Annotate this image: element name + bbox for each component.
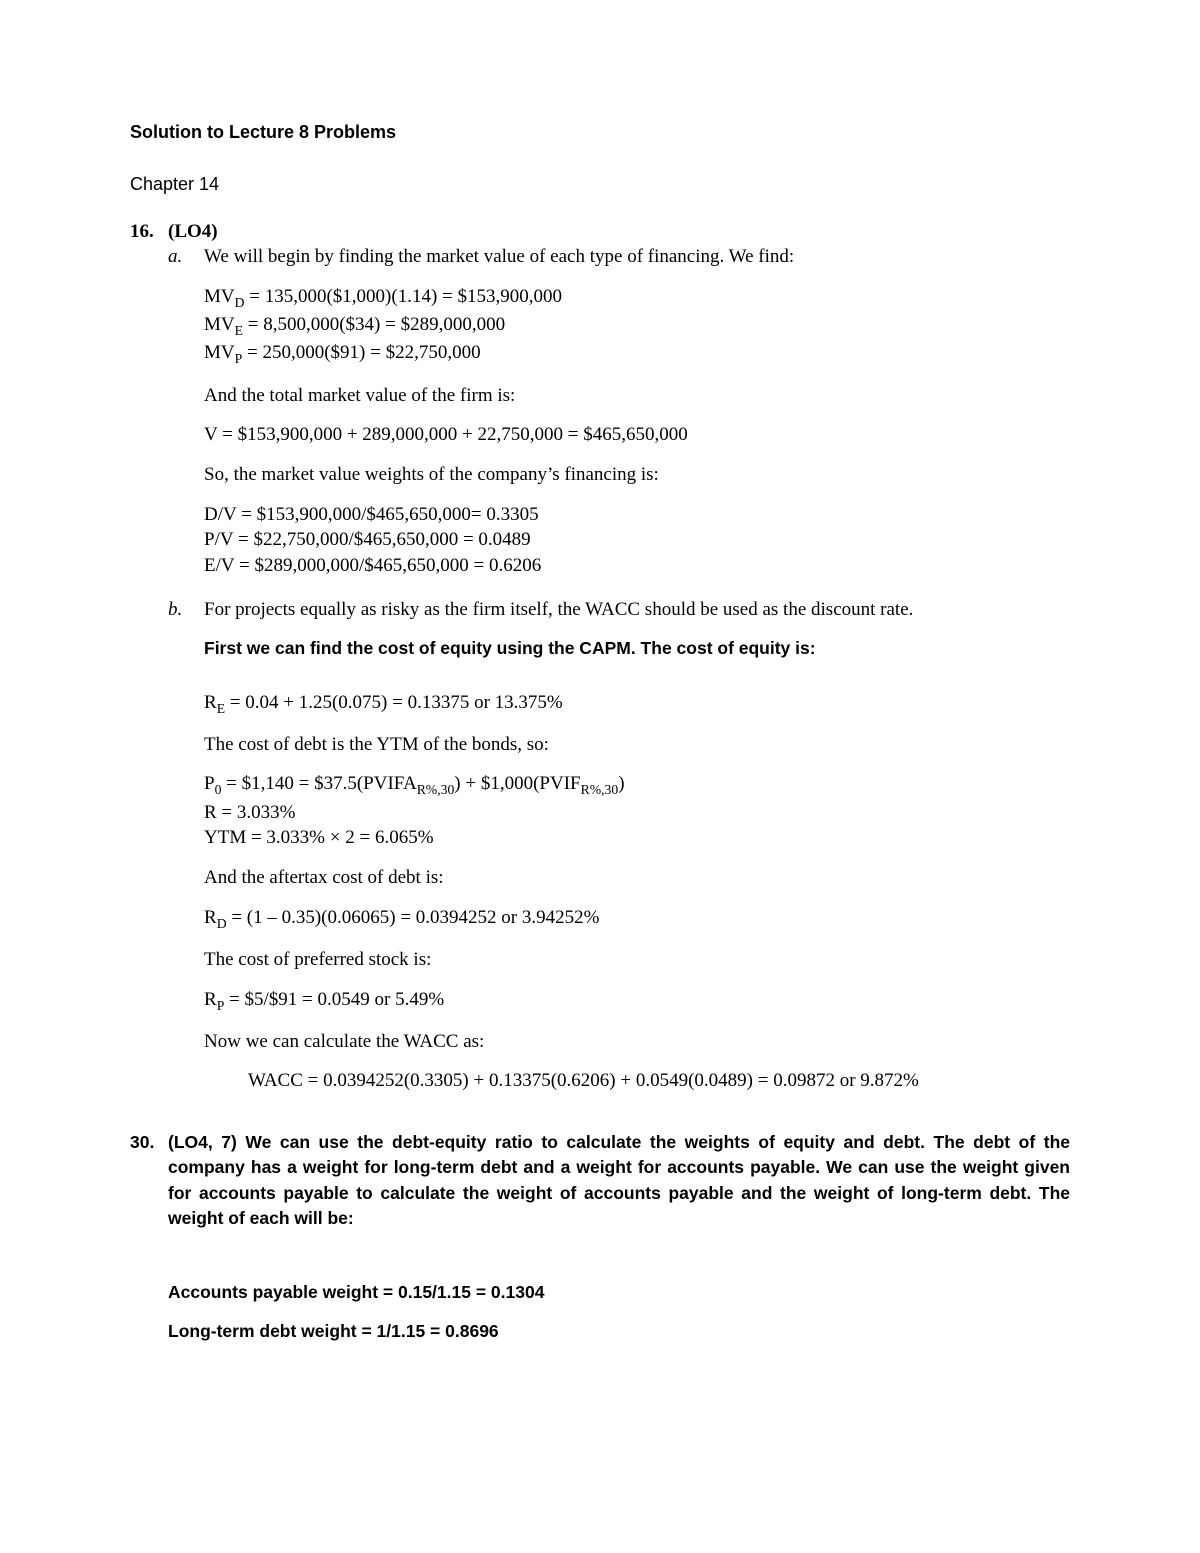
p30-body: (LO4, 7) We can use the debt-equity rati… bbox=[168, 1130, 1070, 1232]
problem-16: 16. (LO4) a. We will begin by finding th… bbox=[130, 219, 1070, 1108]
part-b-intro: For projects equally as risky as the fir… bbox=[204, 597, 1070, 623]
rp-line: RP = $5/$91 = 0.0549 or 5.49% bbox=[204, 987, 1070, 1015]
part-label: b. bbox=[168, 597, 204, 623]
weights-block: D/V = $153,900,000/$465,650,000= 0.3305 … bbox=[204, 502, 1070, 579]
weights-text: So, the market value weights of the comp… bbox=[204, 462, 1070, 488]
mv-block: MVD = 135,000($1,000)(1.14) = $153,900,0… bbox=[204, 284, 1070, 369]
ap-weight: Accounts payable weight = 0.15/1.15 = 0.… bbox=[168, 1280, 1070, 1305]
ev-line: E/V = $289,000,000/$465,650,000 = 0.6206 bbox=[204, 553, 1070, 579]
cod-text: The cost of debt is the YTM of the bonds… bbox=[204, 732, 1070, 758]
part-label: a. bbox=[168, 244, 204, 270]
problem-30: 30. (LO4, 7) We can use the debt-equity … bbox=[130, 1130, 1070, 1358]
v-line: V = $153,900,000 + 289,000,000 + 22,750,… bbox=[204, 422, 1070, 448]
part-b: b. For projects equally as risky as the … bbox=[168, 597, 1070, 623]
pref-text: The cost of preferred stock is: bbox=[204, 947, 1070, 973]
problem-body: (LO4) a. We will begin by finding the ma… bbox=[168, 219, 1070, 1108]
wacc-text: Now we can calculate the WACC as: bbox=[204, 1029, 1070, 1055]
ytm-line: YTM = 3.033% × 2 = 6.065% bbox=[204, 825, 1070, 851]
mve-line: MVE = 8,500,000($34) = $289,000,000 bbox=[204, 312, 1070, 340]
dv-line: D/V = $153,900,000/$465,650,000= 0.3305 bbox=[204, 502, 1070, 528]
learning-objective: (LO4) bbox=[168, 219, 1070, 245]
wacc-line: WACC = 0.0394252(0.3305) + 0.13375(0.620… bbox=[248, 1068, 1070, 1094]
re-line: RE = 0.04 + 1.25(0.075) = 0.13375 or 13.… bbox=[204, 690, 1070, 718]
mvp-line: MVP = 250,000($91) = $22,750,000 bbox=[204, 340, 1070, 368]
pv-line: P/V = $22,750,000/$465,650,000 = 0.0489 bbox=[204, 527, 1070, 553]
problem-number: 16. bbox=[130, 219, 168, 1108]
mvd-line: MVD = 135,000($1,000)(1.14) = $153,900,0… bbox=[204, 284, 1070, 312]
ytm-block: P0 = $1,140 = $37.5(PVIFAR%,30) + $1,000… bbox=[204, 771, 1070, 851]
page-title: Solution to Lecture 8 Problems bbox=[130, 120, 1070, 144]
r-line: R = 3.033% bbox=[204, 800, 1070, 826]
capm-heading: First we can find the cost of equity usi… bbox=[204, 636, 1070, 661]
aftertax-text: And the aftertax cost of debt is: bbox=[204, 865, 1070, 891]
problem-body: (LO4, 7) We can use the debt-equity rati… bbox=[168, 1130, 1070, 1358]
p0-line: P0 = $1,140 = $37.5(PVIFAR%,30) + $1,000… bbox=[204, 771, 1070, 799]
problem-number: 30. bbox=[130, 1130, 168, 1358]
part-a-intro: We will begin by finding the market valu… bbox=[204, 244, 1070, 270]
total-mv-text: And the total market value of the firm i… bbox=[204, 383, 1070, 409]
rd-line: RD = (1 – 0.35)(0.06065) = 0.0394252 or … bbox=[204, 905, 1070, 933]
ltd-weight: Long-term debt weight = 1/1.15 = 0.8696 bbox=[168, 1319, 1070, 1344]
chapter-heading: Chapter 14 bbox=[130, 172, 1070, 196]
document-page: Solution to Lecture 8 Problems Chapter 1… bbox=[0, 0, 1200, 1553]
part-a: a. We will begin by finding the market v… bbox=[168, 244, 1070, 270]
